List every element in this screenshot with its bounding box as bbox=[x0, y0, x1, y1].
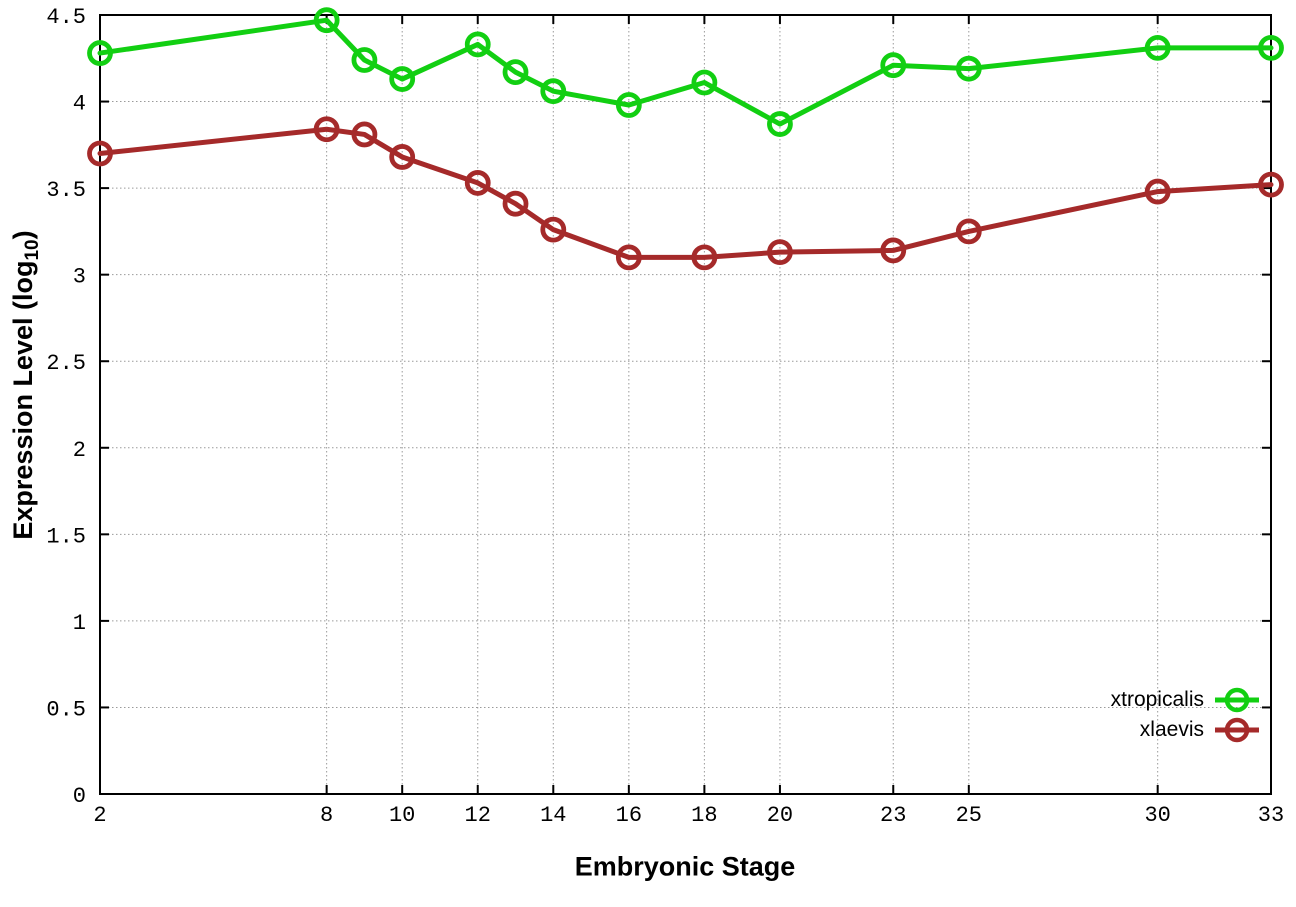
legend-label: xlaevis bbox=[1139, 718, 1204, 741]
series-xlaevis-line bbox=[97, 126, 1274, 260]
plot-border-and-ticks bbox=[99, 14, 1272, 795]
x-tick-label: 14 bbox=[540, 803, 566, 828]
data-point-xlaevis-12 bbox=[464, 170, 491, 196]
data-point-xlaevis-14 bbox=[540, 216, 567, 243]
y-tick-label: 0.5 bbox=[46, 697, 86, 722]
y-tick-label: 1.5 bbox=[46, 524, 86, 549]
x-tick-label: 25 bbox=[956, 803, 982, 828]
y-axis-title-subscript: 10 bbox=[22, 239, 43, 261]
data-point-xtropicalis-12 bbox=[464, 31, 491, 58]
y-axis-title-text: Expression Level (log bbox=[8, 260, 38, 540]
legend-item-xtropicalis: xtropicalis bbox=[1111, 685, 1260, 715]
series-xtropicalis-line bbox=[97, 17, 1274, 127]
x-tick-label: 23 bbox=[880, 803, 906, 828]
x-tick-label: 8 bbox=[320, 803, 333, 828]
data-point-xtropicalis-9 bbox=[351, 47, 378, 73]
legend: xtropicalis xlaevis bbox=[1111, 685, 1260, 745]
x-tick-labels: 2 8 10 12 14 16 18 20 23 25 30 33 bbox=[93, 803, 1284, 828]
y-tick-labels: 0 0.5 1 1.5 2 2.5 3 3.5 4 4.5 bbox=[46, 5, 86, 809]
y-tick-label: 1 bbox=[73, 611, 86, 636]
x-axis-title: Embryonic Stage bbox=[574, 851, 796, 882]
data-point-xtropicalis-25 bbox=[955, 55, 982, 82]
x-tick-label: 18 bbox=[691, 803, 717, 828]
data-point-xlaevis-10 bbox=[389, 144, 416, 170]
y-axis-title: Expression Level (log10) bbox=[8, 230, 44, 539]
data-point-xtropicalis-10 bbox=[389, 66, 416, 92]
data-point-xtropicalis-14 bbox=[540, 78, 567, 105]
y-tick-label: 3 bbox=[73, 265, 86, 290]
y-tick-label: 4.5 bbox=[46, 5, 86, 30]
x-tick-label: 2 bbox=[93, 803, 106, 828]
x-tick-label: 10 bbox=[389, 803, 415, 828]
data-point-xlaevis-13 bbox=[502, 190, 529, 217]
data-point-xtropicalis-20 bbox=[767, 111, 793, 137]
line-point-marker-icon bbox=[1215, 717, 1259, 743]
y-tick-label: 0 bbox=[73, 784, 86, 809]
data-point-xlaevis-25 bbox=[955, 218, 982, 245]
y-tick-label: 4 bbox=[73, 92, 86, 117]
data-point-xtropicalis-30 bbox=[1144, 34, 1171, 61]
data-point-xlaevis-18 bbox=[691, 244, 718, 271]
data-point-xtropicalis-23 bbox=[880, 52, 907, 79]
y-axis-title-close: ) bbox=[8, 230, 38, 240]
data-point-xtropicalis-18 bbox=[691, 69, 718, 96]
line-point-marker-icon bbox=[1215, 687, 1259, 713]
data-point-xlaevis-23 bbox=[880, 237, 907, 264]
data-point-xtropicalis-33 bbox=[1258, 34, 1284, 61]
legend-item-xlaevis: xlaevis bbox=[1111, 715, 1260, 745]
data-point-xlaevis-16 bbox=[615, 244, 642, 271]
data-point-xlaevis-33 bbox=[1258, 171, 1284, 198]
series-xtropicalis-markers bbox=[87, 7, 1284, 137]
data-point-xlaevis-30 bbox=[1144, 178, 1171, 205]
y-tick-label: 2.5 bbox=[46, 351, 86, 376]
data-point-xlaevis-2 bbox=[87, 140, 113, 167]
x-tick-label: 16 bbox=[616, 803, 642, 828]
gridlines bbox=[99, 14, 1272, 795]
data-point-xtropicalis-8 bbox=[313, 7, 340, 34]
y-tick-label: 2 bbox=[73, 438, 86, 463]
x-tick-label: 30 bbox=[1144, 803, 1170, 828]
data-point-xlaevis-8 bbox=[313, 116, 340, 143]
data-point-xlaevis-20 bbox=[767, 239, 793, 266]
x-tick-label: 20 bbox=[767, 803, 793, 828]
data-point-xtropicalis-16 bbox=[615, 92, 642, 118]
data-point-xtropicalis-13 bbox=[502, 59, 529, 86]
data-point-xlaevis-9 bbox=[351, 121, 378, 148]
x-tick-label: 33 bbox=[1258, 803, 1284, 828]
data-point-xtropicalis-2 bbox=[87, 40, 113, 66]
x-tick-label: 12 bbox=[465, 803, 491, 828]
y-tick-label: 3.5 bbox=[46, 178, 86, 203]
legend-label: xtropicalis bbox=[1110, 688, 1204, 711]
series-xlaevis-markers bbox=[87, 116, 1284, 271]
